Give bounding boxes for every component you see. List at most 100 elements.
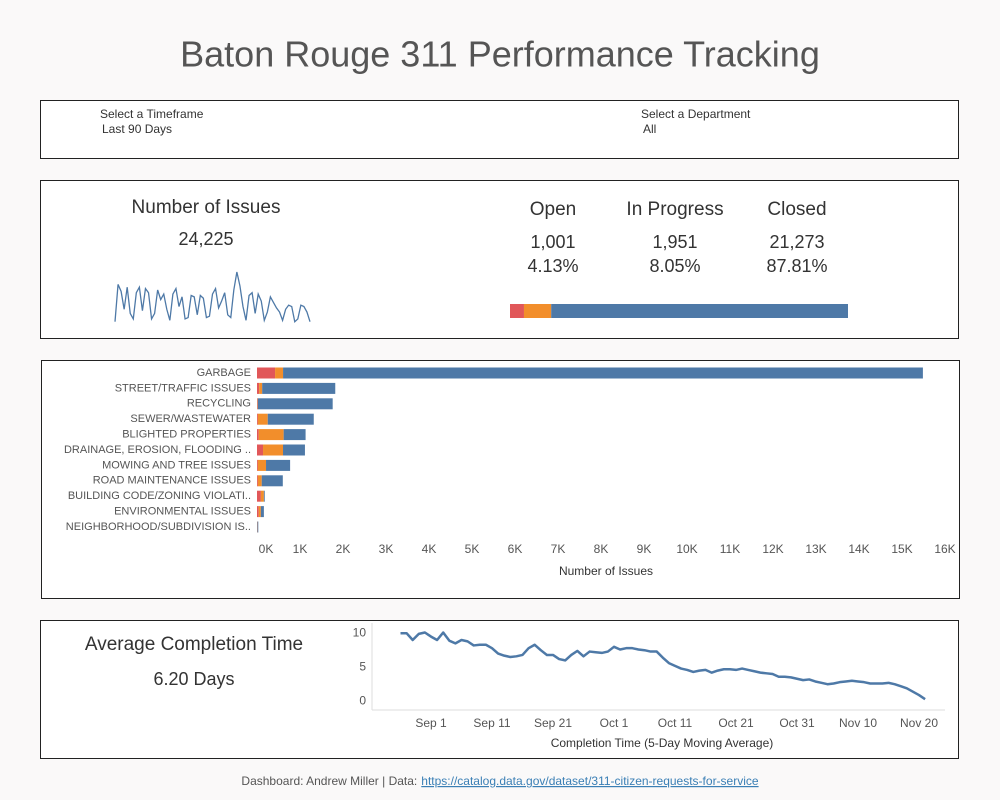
bar-segment [259, 382, 263, 394]
bar-segment [266, 459, 291, 471]
bar-segment [257, 413, 258, 425]
x-tick-label: Nov 10 [839, 716, 877, 730]
bar-segment [261, 475, 283, 487]
x-tick-label: 5K [465, 542, 480, 556]
kpi-title: Number of Issues [132, 197, 281, 218]
filter-panel [40, 100, 959, 159]
status-percent: 8.05% [649, 256, 700, 276]
status-bar [523, 304, 552, 318]
bar-segment [258, 429, 284, 441]
x-tick-label: 15K [891, 542, 912, 556]
bar-segment [283, 444, 305, 456]
bar-segment [258, 506, 261, 518]
x-tick-label: Sep 21 [534, 716, 572, 730]
x-tick-label: Nov 20 [900, 716, 938, 730]
x-tick-label: Sep 11 [473, 716, 510, 730]
bar-segment [257, 367, 276, 379]
footer: Dashboard: Andrew Miller | Data: https://… [241, 774, 758, 788]
status-percent: 87.81% [766, 256, 827, 276]
bar-segment [257, 475, 262, 487]
x-tick-label: 6K [508, 542, 523, 556]
status-count: 1,001 [530, 232, 575, 252]
status-percent: 4.13% [527, 256, 578, 276]
x-tick-label: 9K [637, 542, 652, 556]
filter-value[interactable]: Last 90 Days [102, 122, 172, 136]
x-tick-label: Sep 1 [415, 716, 447, 730]
completion-panel [40, 620, 959, 759]
status-name: Closed [767, 199, 826, 220]
x-tick-label: Oct 21 [718, 716, 754, 730]
status-name: In Progress [626, 199, 723, 220]
category-label: ENVIRONMENTAL ISSUES [114, 506, 251, 518]
y-tick-label: 5 [359, 659, 366, 673]
filter-value[interactable]: All [643, 122, 656, 136]
bar-segment [283, 429, 306, 441]
bar-segment [262, 382, 336, 394]
x-tick-label: 14K [848, 542, 869, 556]
status-bar [510, 304, 524, 318]
category-label: BUILDING CODE/ZONING VIOLATI.. [68, 490, 251, 502]
x-tick-label: Oct 1 [600, 716, 629, 730]
bar-segment [267, 413, 314, 425]
x-tick-label: 3K [379, 542, 394, 556]
x-tick-label: 7K [551, 542, 566, 556]
status-count: 1,951 [652, 232, 697, 252]
x-tick-label: Oct 11 [658, 716, 693, 730]
category-label: ROAD MAINTENANCE ISSUES [93, 475, 251, 487]
x-tick-label: 13K [805, 542, 826, 556]
category-label: STREET/TRAFFIC ISSUES [115, 382, 251, 394]
dashboard-title: Baton Rouge 311 Performance Tracking [180, 34, 820, 75]
bar-segment [257, 459, 258, 471]
department-panel [41, 360, 960, 599]
x-tick-label: 2K [336, 542, 351, 556]
footer-link[interactable]: https://catalog.data.gov/dataset/311-cit… [421, 774, 759, 788]
footer-credit: Dashboard: Andrew Miller | Data: [241, 774, 417, 788]
bar-segment [260, 506, 264, 518]
category-label: SEWER/WASTEWATER [130, 413, 251, 425]
bar-segment [263, 490, 265, 502]
y-tick-label: 10 [353, 625, 367, 639]
bar-segment [257, 521, 259, 533]
bar-segment [283, 367, 923, 379]
category-label: RECYCLING [187, 398, 251, 410]
line [400, 631, 926, 701]
category-label: MOWING AND TREE ISSUES [102, 459, 251, 471]
category-label: GARBAGE [197, 367, 251, 379]
x-tick-label: 0K [259, 542, 274, 556]
bar-segment [260, 490, 264, 502]
filter-label: Select a Timeframe [100, 107, 204, 121]
x-tick-label: 4K [422, 542, 437, 556]
status-name: Open [530, 199, 576, 220]
bar-segment [257, 413, 268, 425]
x-axis-title: Completion Time (5-Day Moving Average) [551, 736, 774, 750]
kpi-value: 24,225 [178, 229, 233, 249]
category-label: DRAINAGE, EROSION, FLOODING .. [64, 444, 251, 456]
x-axis-title: Number of Issues [559, 564, 653, 578]
bar-segment [263, 444, 284, 456]
bar-segment [257, 490, 261, 502]
category-label: NEIGHBORHOOD/SUBDIVISION IS.. [66, 521, 251, 533]
bar-segment [257, 429, 259, 441]
x-tick-label: 10K [676, 542, 697, 556]
y-tick-label: 0 [359, 693, 366, 707]
x-tick-label: 11K [720, 542, 740, 556]
status-count: 21,273 [769, 232, 824, 252]
category-label: BLIGHTED PROPERTIES [122, 429, 251, 441]
bar-segment [257, 506, 259, 518]
kpi-title: Average Completion Time [85, 634, 303, 655]
bar-segment [257, 459, 267, 471]
x-tick-label: Oct 31 [779, 716, 815, 730]
bar-segment [257, 382, 260, 394]
bar-segment [257, 444, 264, 456]
bar-segment [257, 398, 333, 410]
timeframe-filter[interactable]: Select a Timeframe Last 90 Days [100, 107, 204, 136]
x-tick-label: 12K [762, 542, 783, 556]
department-filter[interactable]: Select a Department All [641, 107, 751, 136]
sparkline [114, 271, 311, 323]
x-tick-label: 1K [293, 542, 308, 556]
bar-segment [257, 475, 258, 487]
x-tick-label: 16K [934, 542, 955, 556]
filter-label: Select a Department [641, 107, 751, 121]
